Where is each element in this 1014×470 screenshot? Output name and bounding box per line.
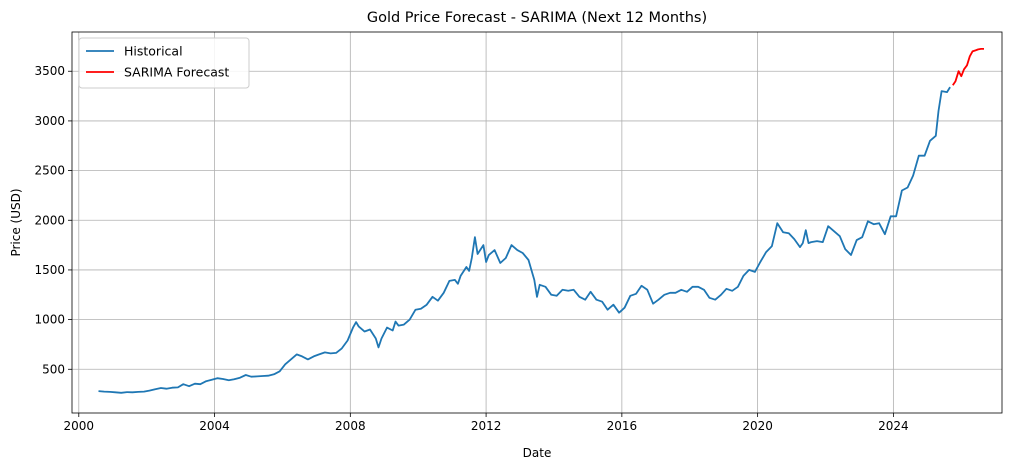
plot-frame <box>71 31 1003 414</box>
y-tick-label: 2000 <box>34 213 65 227</box>
y-tick-label: 3500 <box>34 64 65 78</box>
y-axis-label: Price (USD) <box>9 188 23 256</box>
x-tick-label: 2020 <box>742 419 773 433</box>
x-tick-label: 2012 <box>471 419 502 433</box>
x-axis-label: Date <box>523 446 552 460</box>
sarima-forecast-series-line <box>952 48 984 86</box>
y-tick-label: 1500 <box>34 263 65 277</box>
legend-label-sarima-forecast: SARIMA Forecast <box>124 65 229 80</box>
x-tick-label: 2008 <box>335 419 366 433</box>
x-tick-label: 2004 <box>199 419 230 433</box>
y-axis-ticks: 500 1000 1500 2000 2500 3000 3500 <box>34 64 72 376</box>
legend: Historical SARIMA Forecast <box>78 37 250 89</box>
y-tick-label: 500 <box>42 362 65 376</box>
legend-box <box>78 37 250 89</box>
x-tick-label: 2024 <box>878 419 909 433</box>
y-tick-label: 3000 <box>34 114 65 128</box>
y-tick-label: 1000 <box>34 313 65 327</box>
legend-label-historical: Historical <box>124 44 183 59</box>
chart-title: Gold Price Forecast - SARIMA (Next 12 Mo… <box>367 10 707 26</box>
historical-series-line <box>98 86 951 394</box>
x-tick-label: 2000 <box>64 419 95 433</box>
x-tick-label: 2016 <box>607 419 638 433</box>
grid <box>72 32 1002 413</box>
plot-lines <box>98 48 984 394</box>
y-tick-label: 2500 <box>34 164 65 178</box>
x-axis-ticks: 2000 2004 2008 2012 2016 2020 2024 <box>64 413 909 433</box>
